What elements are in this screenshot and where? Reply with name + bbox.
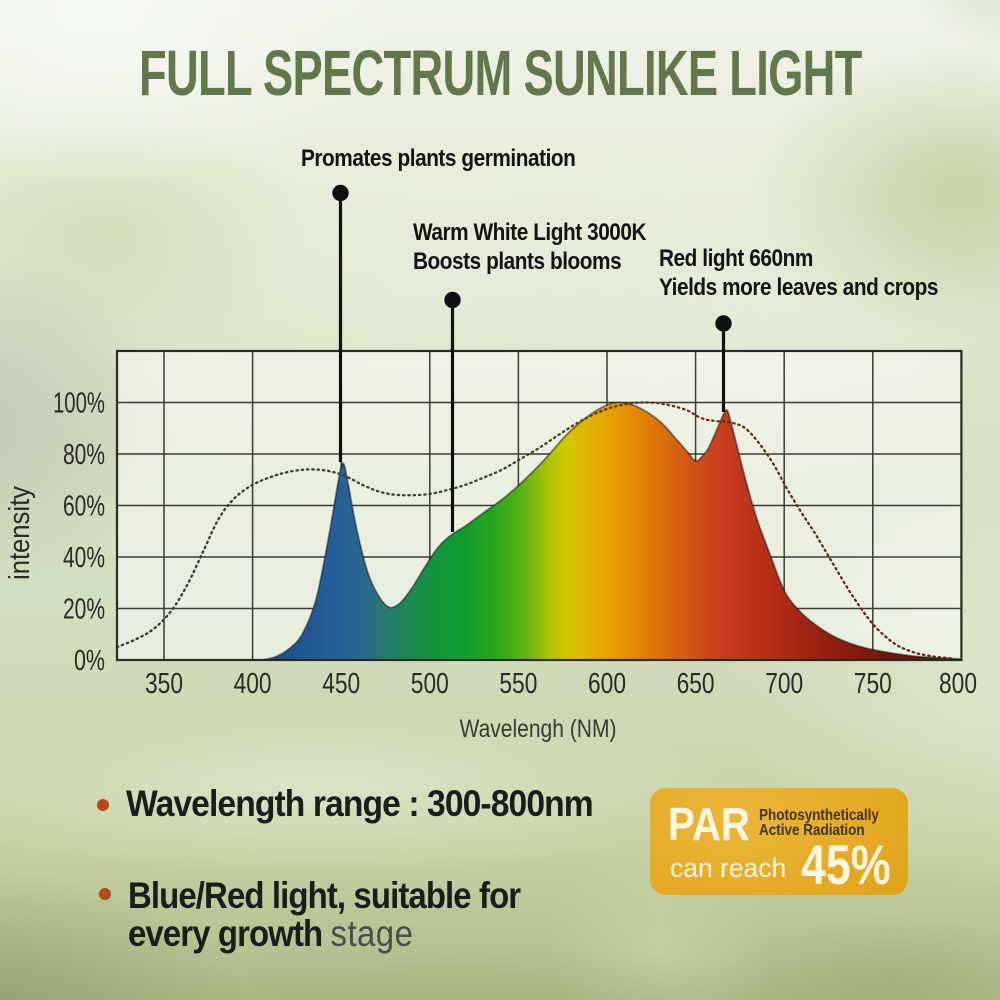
svg-text:0%: 0% [74, 645, 105, 677]
svg-text:Wavelengh (NM): Wavelengh (NM) [460, 715, 617, 743]
svg-text:600: 600 [588, 668, 626, 700]
svg-text:550: 550 [499, 668, 537, 700]
svg-text:80%: 80% [63, 439, 105, 471]
svg-text:350: 350 [145, 668, 183, 700]
svg-text:60%: 60% [63, 491, 105, 523]
svg-text:800: 800 [939, 668, 977, 700]
svg-text:400: 400 [234, 668, 272, 700]
svg-text:700: 700 [765, 668, 803, 700]
svg-text:500: 500 [411, 668, 449, 700]
svg-text:650: 650 [677, 668, 715, 700]
svg-text:450: 450 [322, 668, 360, 700]
svg-text:750: 750 [854, 668, 892, 700]
svg-text:intensity: intensity [4, 486, 36, 580]
svg-text:100%: 100% [53, 388, 105, 420]
svg-text:40%: 40% [63, 542, 105, 574]
svg-text:20%: 20% [63, 594, 105, 626]
